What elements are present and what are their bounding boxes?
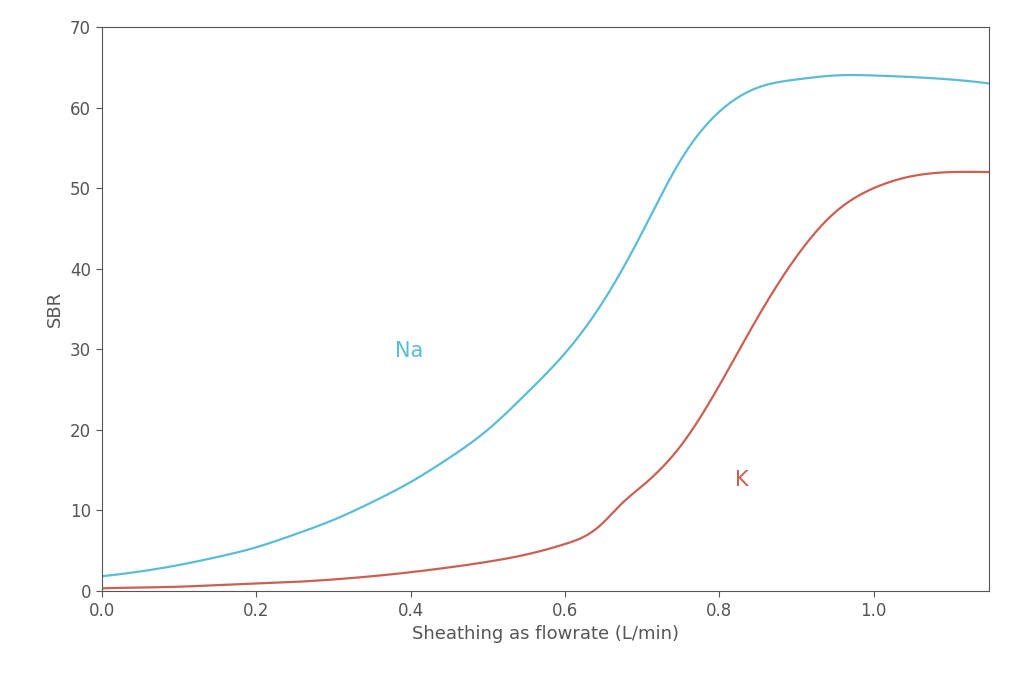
Text: K: K (734, 470, 748, 490)
X-axis label: Sheathing as flowrate (L/min): Sheathing as flowrate (L/min) (412, 625, 679, 644)
Y-axis label: SBR: SBR (46, 291, 64, 327)
Text: Na: Na (394, 342, 423, 361)
